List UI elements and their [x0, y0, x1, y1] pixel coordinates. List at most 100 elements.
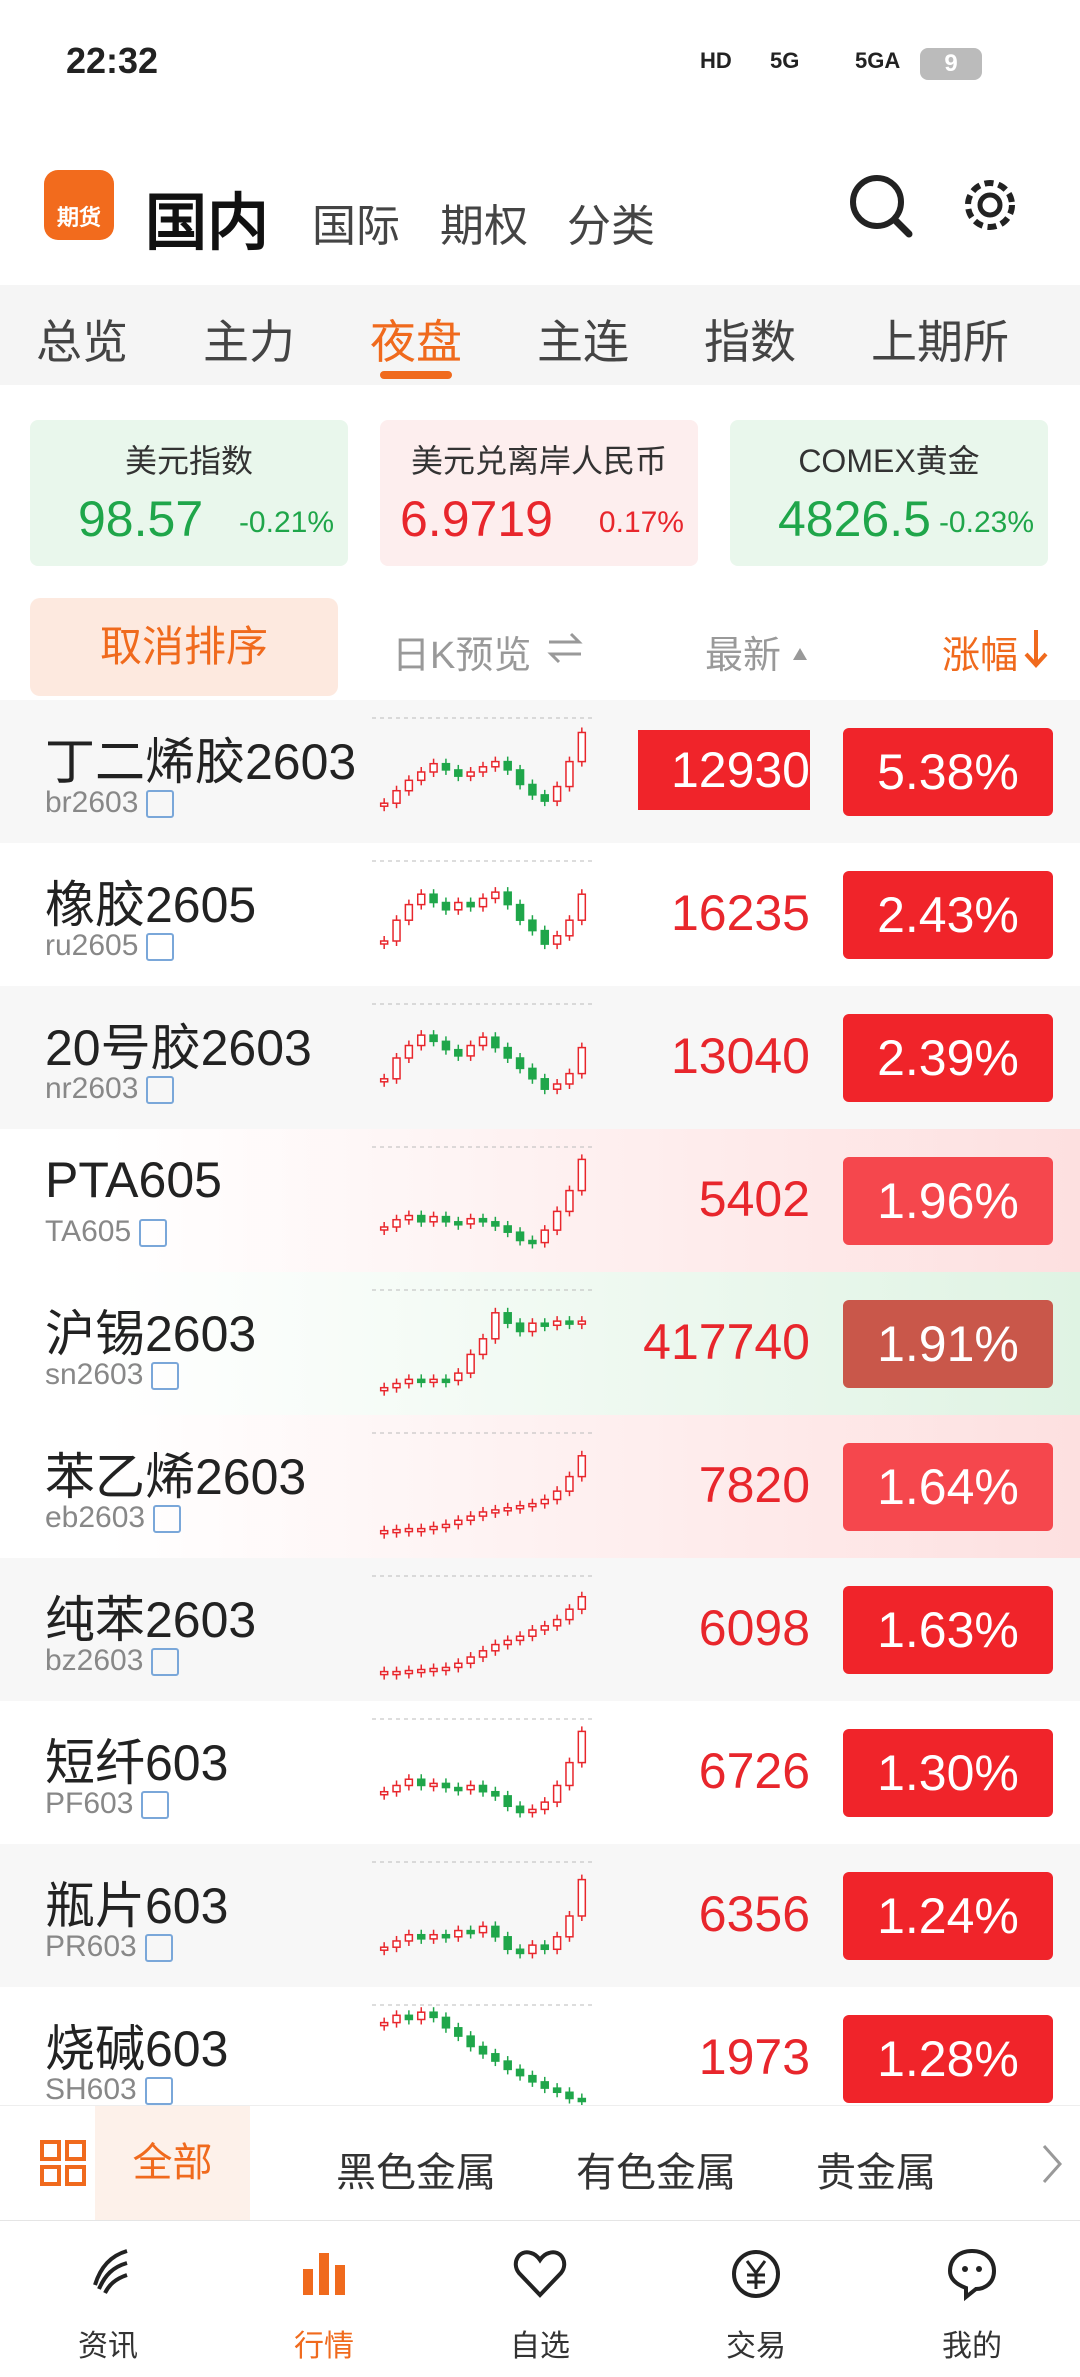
kline-candle	[528, 2074, 537, 2083]
kline-candle	[392, 789, 401, 804]
category-tab[interactable]: 全部	[95, 2106, 250, 2221]
quote-row[interactable]: 瓶片603 PR603 6356 1.24%	[0, 1844, 1080, 1988]
category-tab[interactable]: 贵金属	[816, 2151, 936, 2195]
header-tab[interactable]: 国内	[145, 189, 270, 258]
kline-candle	[429, 893, 438, 904]
nav-icon	[93, 2249, 128, 2294]
cancel-sort[interactable]: 取消排序	[30, 598, 338, 696]
icon-shape	[335, 2265, 345, 2295]
kline-candle	[565, 1072, 574, 1085]
nav-item[interactable]: 我的	[864, 2221, 1080, 2377]
contract-name: PTA605	[45, 1152, 222, 1208]
kline-preview[interactable]: 日K预览	[392, 635, 532, 677]
search-icon[interactable]	[845, 170, 915, 240]
kline-candle	[503, 1046, 512, 1059]
kline-candle	[416, 771, 426, 782]
card-value: 6.9719	[400, 491, 553, 547]
quote-row[interactable]: 苯乙烯2603 eb2603 7820 1.64%	[0, 1415, 1080, 1559]
change-badge: 1.91%	[843, 1300, 1053, 1388]
nav-item[interactable]: 资讯	[0, 2221, 216, 2377]
sub-tab[interactable]: 主力	[203, 316, 295, 368]
sub-tab[interactable]: 指数	[704, 316, 796, 368]
network: 5G	[770, 48, 800, 73]
kline-candle	[392, 1940, 401, 1948]
nav-item[interactable]: 交易	[648, 2221, 864, 2377]
kline-candle	[441, 1523, 451, 1529]
kline-candle	[466, 1515, 475, 1522]
quote-row[interactable]: 短纤603 PF603 6726 1.30%	[0, 1701, 1080, 1845]
quote-row[interactable]: 20号胶2603 nr2603 13040 2.39%	[0, 986, 1080, 1130]
icon-shape	[93, 2249, 128, 2294]
card-change: -0.21%	[238, 506, 334, 539]
kline-candle	[540, 1229, 550, 1244]
kline-candle	[540, 1944, 550, 1951]
kline-candle	[416, 1034, 426, 1047]
kline-candle	[404, 1044, 414, 1059]
category-tab[interactable]: 有色金属	[576, 2151, 736, 2195]
kline-candle	[540, 1498, 550, 1505]
index-card[interactable]: 美元兑离岸人民币 6.9719 0.17%	[380, 420, 698, 566]
kline-candle	[540, 1078, 550, 1090]
tab-underline	[380, 371, 452, 379]
battery: 9	[920, 48, 982, 80]
index-card[interactable]: COMEX黄金 4826.5 -0.23%	[730, 420, 1048, 566]
network: 5GA	[855, 48, 901, 73]
contract-name: 烧碱603	[45, 2021, 229, 2077]
change-badge: 1.28%	[843, 2015, 1053, 2103]
change-sort[interactable]: 涨幅	[942, 635, 1019, 677]
app-logo[interactable]: 期货	[44, 170, 114, 240]
header-tab[interactable]: 国际	[312, 202, 400, 251]
kline-candle	[491, 1312, 500, 1340]
kline-candle	[528, 1944, 537, 1955]
kline-candle	[577, 1878, 587, 1917]
exchange-tag	[146, 933, 175, 962]
header-tab[interactable]: 分类	[567, 202, 655, 251]
exchange-tag	[139, 1219, 168, 1248]
kline-candle	[454, 1519, 463, 1526]
icon-shape	[976, 2266, 982, 2272]
sort-bar: 取消排序 日K预览 最新 涨幅	[0, 598, 1080, 698]
kline-candle	[528, 1502, 537, 1508]
sub-tab[interactable]: 总览	[36, 316, 128, 368]
kline-candle	[416, 1214, 426, 1223]
last-price: 6098	[698, 1600, 810, 1656]
kline-candle	[441, 1215, 451, 1223]
kline-candle	[528, 1067, 537, 1080]
latest-sort[interactable]: 最新	[705, 635, 782, 677]
change-badge: 1.24%	[843, 1872, 1053, 1960]
kline-candle	[552, 935, 562, 945]
kline-candle	[577, 1320, 587, 1325]
grid-icon[interactable]	[40, 2140, 86, 2186]
quote-row[interactable]: 烧碱603 SH603 1973 1.28%	[0, 1987, 1080, 2105]
kline-candle	[429, 762, 438, 773]
sub-tab[interactable]: 上期所	[871, 316, 1009, 368]
kline-candle	[478, 897, 488, 908]
kline-candle	[491, 1509, 500, 1514]
kline-candle	[577, 1455, 587, 1478]
quote-row[interactable]: 纯苯2603 bz2603 6098 1.63%	[0, 1558, 1080, 1702]
kline-candle	[466, 1353, 475, 1374]
quote-row[interactable]: 橡胶2605 ru2605 16235 2.43%	[0, 843, 1080, 987]
settings-icon[interactable]	[955, 170, 1025, 240]
kline-candle	[454, 1372, 463, 1382]
category-tab[interactable]: 黑色金属	[336, 2151, 496, 2195]
nav-icon	[513, 2250, 567, 2298]
index-card[interactable]: 美元指数 98.57 -0.21%	[30, 420, 348, 566]
kline-candle	[404, 1669, 414, 1675]
kline-candle	[478, 1511, 488, 1517]
quote-row[interactable]: 沪锡2603 sn2603 417740 1.91%	[0, 1272, 1080, 1416]
scroll-right[interactable]	[1040, 2142, 1064, 2186]
sub-tab[interactable]: 主连	[537, 316, 629, 368]
header-tab[interactable]: 期权	[440, 202, 528, 251]
quote-row[interactable]: 丁二烯胶2603 br2603 12930 5.38%	[0, 700, 1080, 844]
change-badge: 1.64%	[843, 1443, 1053, 1531]
kline-candle	[491, 1925, 500, 1938]
kline-candle	[528, 1808, 537, 1814]
last-price: 6356	[698, 1886, 810, 1942]
sub-tab[interactable]: 夜盘	[370, 316, 462, 368]
quote-row[interactable]: PTA605 TA605 5402 1.96%	[0, 1129, 1080, 1273]
kline-candle	[540, 1625, 550, 1631]
nav-item[interactable]: 自选	[432, 2221, 648, 2377]
kline-candle	[503, 1225, 512, 1233]
nav-item[interactable]: 行情	[216, 2221, 432, 2377]
